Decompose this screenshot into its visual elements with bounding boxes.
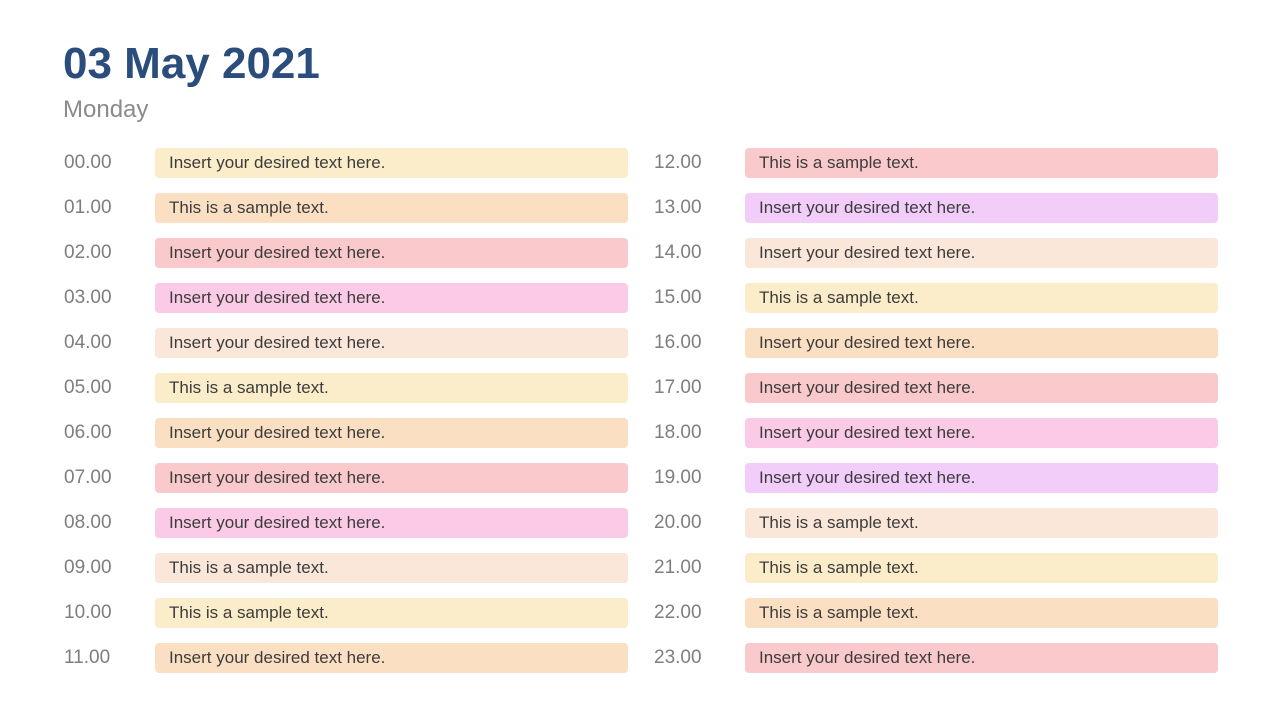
time-label: 22.00 <box>654 601 702 623</box>
schedule-entry[interactable]: This is a sample text. <box>745 282 1218 313</box>
time-label: 01.00 <box>64 196 112 218</box>
schedule-row: 03.00 Insert your desired text here. <box>64 275 628 320</box>
schedule-entry[interactable]: This is a sample text. <box>745 147 1218 178</box>
time-label: 12.00 <box>654 151 702 173</box>
time-label: 21.00 <box>654 556 702 578</box>
schedule-entry[interactable]: Insert your desired text here. <box>155 147 628 178</box>
schedule-row: 07.00 Insert your desired text here. <box>64 455 628 500</box>
schedule-row: 02.00 Insert your desired text here. <box>64 230 628 275</box>
schedule-entry[interactable]: Insert your desired text here. <box>155 642 628 673</box>
schedule-row: 05.00 This is a sample text. <box>64 365 628 410</box>
schedule-entry[interactable]: Insert your desired text here. <box>155 237 628 268</box>
page-header: 03 May 2021 Monday <box>63 42 320 122</box>
time-label: 18.00 <box>654 421 702 443</box>
schedule-row: 21.00 This is a sample text. <box>654 545 1218 590</box>
daily-planner: 00.00 Insert your desired text here. 01.… <box>64 140 1218 680</box>
schedule-row: 10.00 This is a sample text. <box>64 590 628 635</box>
schedule-entry[interactable]: This is a sample text. <box>155 372 628 403</box>
schedule-row: 20.00 This is a sample text. <box>654 500 1218 545</box>
time-label: 02.00 <box>64 241 112 263</box>
schedule-row: 12.00 This is a sample text. <box>654 140 1218 185</box>
schedule-entry[interactable]: This is a sample text. <box>155 597 628 628</box>
schedule-row: 04.00 Insert your desired text here. <box>64 320 628 365</box>
schedule-row: 13.00 Insert your desired text here. <box>654 185 1218 230</box>
schedule-row: 18.00 Insert your desired text here. <box>654 410 1218 455</box>
time-label: 08.00 <box>64 511 112 533</box>
schedule-entry[interactable]: This is a sample text. <box>745 507 1218 538</box>
schedule-row: 06.00 Insert your desired text here. <box>64 410 628 455</box>
schedule-entry[interactable]: This is a sample text. <box>155 552 628 583</box>
schedule-column-right: 12.00 This is a sample text. 13.00 Inser… <box>654 140 1218 680</box>
schedule-entry[interactable]: Insert your desired text here. <box>745 192 1218 223</box>
time-label: 15.00 <box>654 286 702 308</box>
schedule-entry[interactable]: Insert your desired text here. <box>155 327 628 358</box>
time-label: 14.00 <box>654 241 702 263</box>
schedule-row: 01.00 This is a sample text. <box>64 185 628 230</box>
schedule-entry[interactable]: Insert your desired text here. <box>745 237 1218 268</box>
schedule-entry[interactable]: This is a sample text. <box>155 192 628 223</box>
time-label: 13.00 <box>654 196 702 218</box>
schedule-entry[interactable]: Insert your desired text here. <box>155 462 628 493</box>
schedule-entry[interactable]: Insert your desired text here. <box>745 327 1218 358</box>
schedule-entry[interactable]: Insert your desired text here. <box>745 462 1218 493</box>
time-label: 06.00 <box>64 421 112 443</box>
page-subtitle: Monday <box>63 96 149 123</box>
schedule-row: 19.00 Insert your desired text here. <box>654 455 1218 500</box>
schedule-row: 15.00 This is a sample text. <box>654 275 1218 320</box>
schedule-entry[interactable]: Insert your desired text here. <box>155 417 628 448</box>
time-label: 10.00 <box>64 601 112 623</box>
time-label: 17.00 <box>654 376 702 398</box>
time-label: 07.00 <box>64 466 112 488</box>
time-label: 16.00 <box>654 331 702 353</box>
schedule-row: 16.00 Insert your desired text here. <box>654 320 1218 365</box>
schedule-row: 17.00 Insert your desired text here. <box>654 365 1218 410</box>
schedule-row: 22.00 This is a sample text. <box>654 590 1218 635</box>
schedule-row: 11.00 Insert your desired text here. <box>64 635 628 680</box>
schedule-entry[interactable]: Insert your desired text here. <box>155 282 628 313</box>
schedule-column-left: 00.00 Insert your desired text here. 01.… <box>64 140 628 680</box>
time-label: 23.00 <box>654 646 702 668</box>
schedule-entry[interactable]: Insert your desired text here. <box>745 417 1218 448</box>
schedule-entry[interactable]: Insert your desired text here. <box>155 507 628 538</box>
time-label: 20.00 <box>654 511 702 533</box>
schedule-entry[interactable]: Insert your desired text here. <box>745 372 1218 403</box>
time-label: 03.00 <box>64 286 112 308</box>
time-label: 00.00 <box>64 151 112 173</box>
page-title: 03 May 2021 <box>63 39 320 88</box>
time-label: 09.00 <box>64 556 112 578</box>
schedule-row: 09.00 This is a sample text. <box>64 545 628 590</box>
time-label: 05.00 <box>64 376 112 398</box>
time-label: 19.00 <box>654 466 702 488</box>
time-label: 11.00 <box>64 646 111 668</box>
schedule-row: 23.00 Insert your desired text here. <box>654 635 1218 680</box>
schedule-entry[interactable]: This is a sample text. <box>745 552 1218 583</box>
schedule-row: 08.00 Insert your desired text here. <box>64 500 628 545</box>
schedule-row: 00.00 Insert your desired text here. <box>64 140 628 185</box>
schedule-entry[interactable]: Insert your desired text here. <box>745 642 1218 673</box>
schedule-entry[interactable]: This is a sample text. <box>745 597 1218 628</box>
schedule-row: 14.00 Insert your desired text here. <box>654 230 1218 275</box>
time-label: 04.00 <box>64 331 112 353</box>
